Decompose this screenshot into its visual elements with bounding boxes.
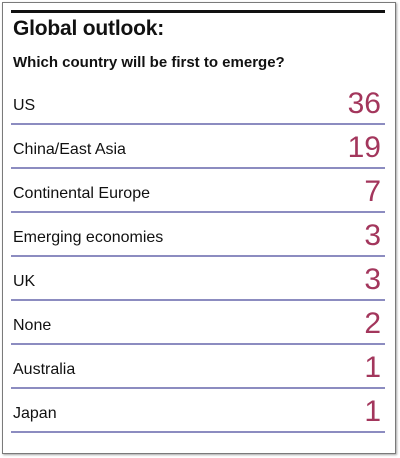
row-label: Australia [13,361,76,378]
table-row: Continental Europe 7 [11,169,385,213]
row-value: 1 [364,351,381,384]
table-row: UK 3 [11,257,385,301]
row-value: 7 [364,175,381,208]
table-row: Emerging economies 3 [11,213,385,257]
row-value: 3 [364,263,381,296]
row-value: 36 [347,87,381,120]
row-label: UK [13,273,36,290]
chart-title: Global outlook: [13,17,164,40]
row-value: 2 [364,307,381,340]
chart-subtitle: Which country will be first to emerge? [13,54,285,71]
chart-frame: Global outlook: Which country will be fi… [2,2,396,454]
survey-table: US 36 China/East Asia 19 Continental Europe 7… [11,81,385,433]
row-label: China/East Asia [13,141,126,158]
table-row: Japan 1 [11,389,385,433]
row-label: US [13,97,36,114]
table-row: China/East Asia 19 [11,125,385,169]
row-value: 3 [364,219,381,252]
row-value: 1 [364,395,381,428]
row-label: Japan [13,405,57,422]
table-row: Australia 1 [11,345,385,389]
row-value: 19 [347,131,381,164]
table-row: None 2 [11,301,385,345]
row-label: None [13,317,52,334]
table-row: US 36 [11,81,385,125]
top-rule [11,10,385,13]
row-label: Continental Europe [13,185,150,202]
row-label: Emerging economies [13,229,164,246]
